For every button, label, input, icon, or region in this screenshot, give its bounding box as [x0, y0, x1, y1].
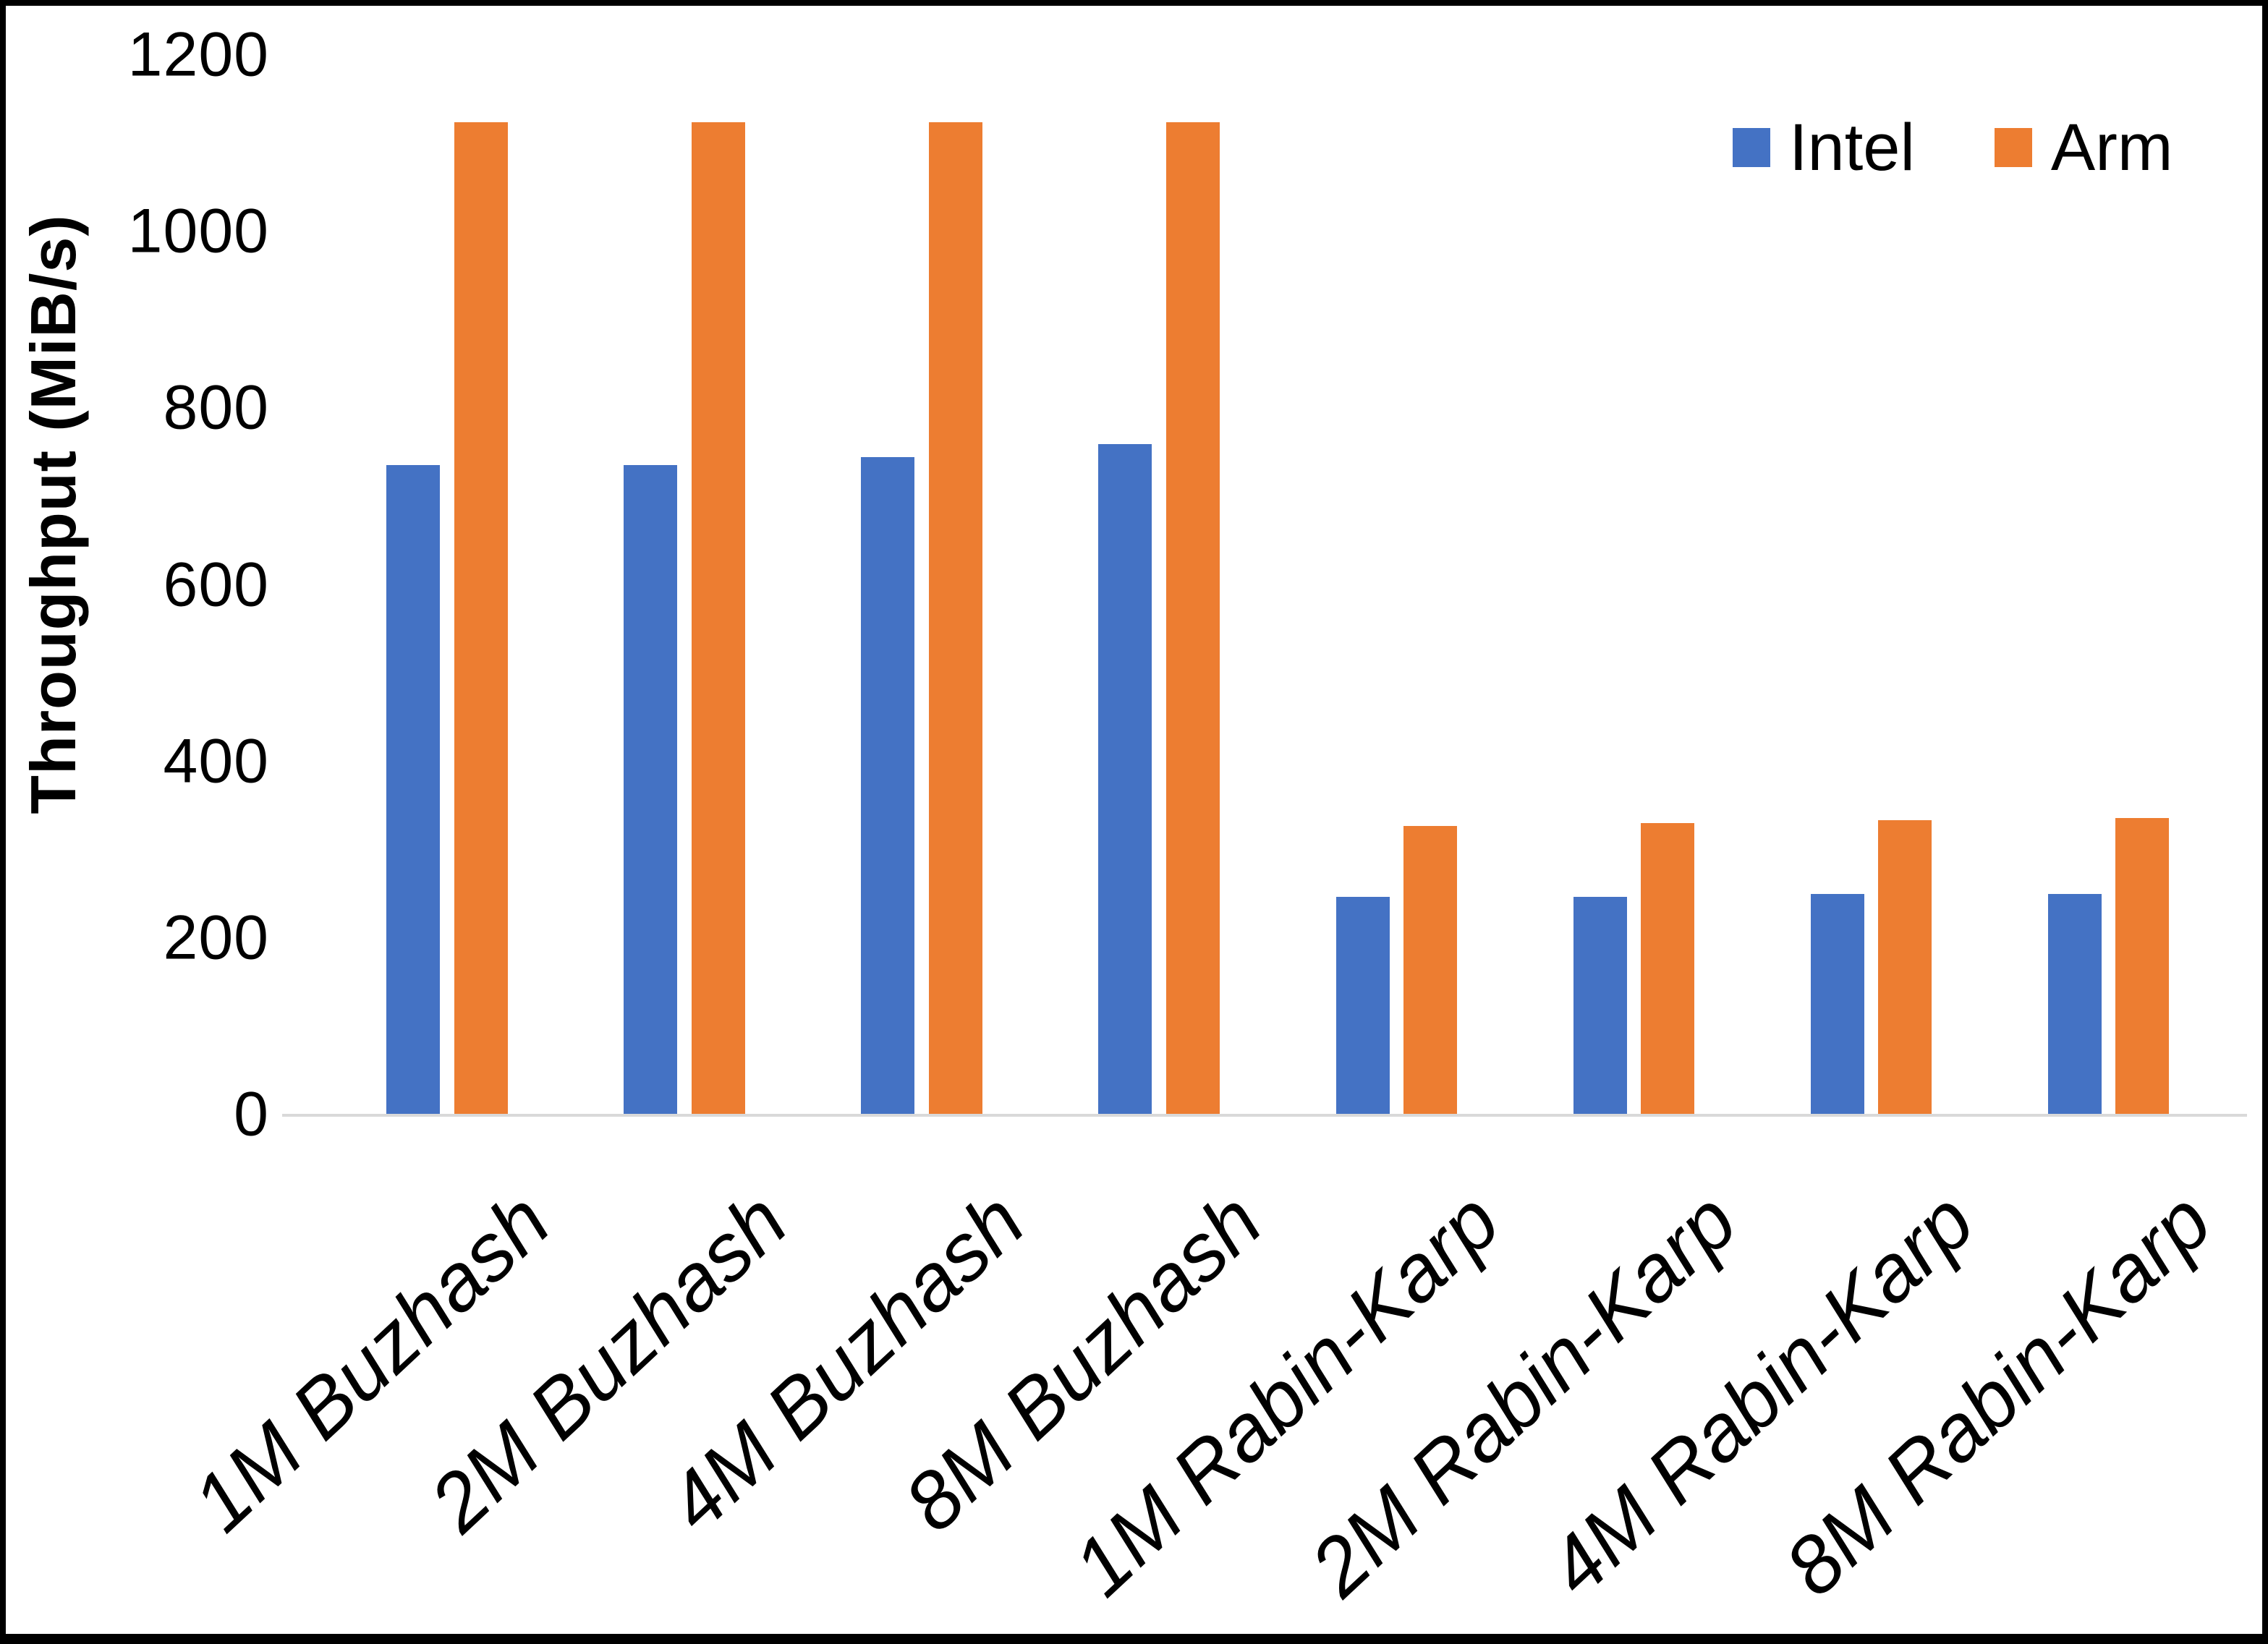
x-category-label: 2M Rabin-Karp	[1293, 1175, 1754, 1613]
bar-intel-3	[1098, 444, 1152, 1115]
bar-arm-0	[454, 122, 508, 1115]
y-tick-label: 400	[163, 725, 269, 796]
y-tick-label: 0	[234, 1079, 269, 1149]
legend-swatch-intel-icon	[1733, 128, 1770, 167]
bar-arm-7	[2115, 818, 2169, 1115]
bar-arm-4	[1403, 826, 1457, 1115]
legend: Intel Arm	[1733, 114, 2173, 181]
y-tick-label: 600	[163, 549, 269, 619]
x-category-label: 8M Rabin-Karp	[1767, 1175, 2228, 1613]
bar-intel-0	[386, 465, 440, 1115]
bar-arm-1	[692, 122, 745, 1115]
bar-intel-1	[624, 465, 677, 1115]
frame-border-bottom	[0, 1634, 2268, 1644]
frame-border-left	[0, 0, 6, 1644]
bar-arm-5	[1641, 823, 1694, 1115]
bar-arm-2	[929, 122, 982, 1115]
bar-intel-5	[1573, 897, 1627, 1115]
y-tick-label: 800	[163, 372, 269, 443]
legend-item-intel: Intel	[1733, 114, 1915, 181]
bar-intel-2	[861, 457, 914, 1115]
y-tick-label: 1200	[127, 20, 269, 90]
x-category-label: 1M Rabin-Karp	[1056, 1175, 1516, 1613]
legend-swatch-arm-icon	[1994, 128, 2032, 167]
bar-intel-6	[1811, 894, 1864, 1115]
legend-label-arm: Arm	[2050, 111, 2173, 184]
x-axis-line	[282, 1114, 2247, 1117]
frame-border-right	[2262, 0, 2268, 1644]
y-tick-label: 200	[163, 903, 269, 973]
y-tick-label: 1000	[127, 196, 269, 266]
bar-arm-3	[1166, 122, 1220, 1115]
x-category-label: 4M Rabin-Karp	[1530, 1175, 1991, 1613]
bar-intel-7	[2048, 894, 2102, 1115]
bar-intel-4	[1336, 897, 1390, 1115]
frame-border-top	[0, 0, 2268, 6]
legend-label-intel: Intel	[1789, 111, 1915, 184]
bar-arm-6	[1878, 820, 1932, 1115]
legend-item-arm: Arm	[1994, 111, 2173, 184]
